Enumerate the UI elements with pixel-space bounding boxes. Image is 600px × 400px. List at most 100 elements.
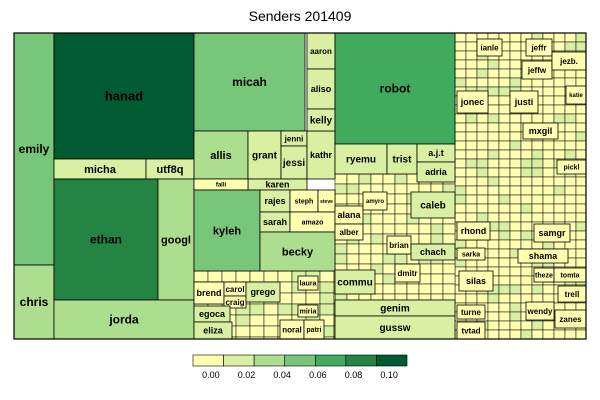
sender-tile <box>454 167 467 178</box>
sender-tile <box>542 212 555 223</box>
treemap-cell-kelly <box>306 108 336 132</box>
sender-tile <box>454 113 467 124</box>
sender-tile <box>487 158 500 169</box>
sender-tile <box>394 283 408 295</box>
sender-tile <box>418 273 432 285</box>
sender-tile <box>498 95 511 106</box>
treemap-cell-rajes <box>259 189 291 213</box>
sender-tile <box>487 113 500 124</box>
sender-tile <box>465 50 478 61</box>
sender-tile <box>370 223 384 235</box>
treemap-cell-chach <box>410 243 456 261</box>
sender-tile <box>498 221 511 232</box>
sender-tile <box>370 213 384 225</box>
sender-tile <box>406 293 420 301</box>
sender-tile <box>465 59 478 70</box>
sender-tile <box>430 293 444 301</box>
sender-tile <box>382 213 396 225</box>
legend-swatch <box>192 354 224 367</box>
sender-tile <box>520 194 533 205</box>
sender-tile <box>553 329 566 340</box>
sender-tile <box>553 176 566 187</box>
sender-tile <box>334 183 348 195</box>
sender-tile <box>442 273 456 285</box>
sender-tile <box>370 173 384 185</box>
sender-tile <box>291 292 307 305</box>
sender-tile <box>509 140 522 151</box>
sender-tile <box>465 149 478 160</box>
sender-tile <box>509 131 522 142</box>
treemap-cell-egoca <box>193 305 231 323</box>
sender-tile <box>334 243 348 255</box>
sender-tile <box>553 113 566 124</box>
treemap-cell-justi <box>509 90 539 114</box>
sender-tile <box>553 185 566 196</box>
treemap-cell-a-j-t <box>416 143 456 163</box>
sender-tile <box>454 122 467 133</box>
sender-tile <box>575 329 587 340</box>
sender-tile <box>509 311 522 322</box>
sender-tile <box>509 212 522 223</box>
treemap-cell-jeffr <box>525 38 553 57</box>
sender-tile <box>498 266 511 277</box>
sender-tile <box>394 193 408 205</box>
sender-tile <box>564 212 577 223</box>
sender-tile <box>346 293 360 301</box>
sender-tile <box>465 41 478 52</box>
sender-tile <box>476 212 489 223</box>
sender-tile <box>553 104 566 115</box>
sender-tile <box>531 320 544 331</box>
sender-tile <box>553 203 566 214</box>
sender-tile <box>531 185 544 196</box>
sender-tile <box>509 203 522 214</box>
sender-tile <box>542 320 555 331</box>
sender-tile <box>487 122 500 133</box>
sender-tile <box>476 293 489 304</box>
treemap-cell-jenni <box>280 130 308 147</box>
sender-tile <box>575 221 587 232</box>
treemap-cell-hanad <box>53 32 195 160</box>
sender-tile <box>553 194 566 205</box>
sender-tile <box>520 266 533 277</box>
sender-tile <box>442 223 456 235</box>
sender-tile <box>334 173 348 185</box>
sender-tile <box>542 158 555 169</box>
treemap-cell-jeffw <box>521 60 553 80</box>
sender-tile <box>454 59 467 70</box>
sender-tile <box>509 293 522 304</box>
sender-tile <box>509 167 522 178</box>
sender-tile <box>498 104 511 115</box>
sender-tile <box>394 223 408 235</box>
sender-tile <box>498 248 511 259</box>
sender-tile <box>564 329 577 340</box>
sender-tile <box>382 293 396 301</box>
sender-tile <box>575 194 587 205</box>
sender-tile <box>263 270 279 283</box>
sender-tile <box>509 32 522 43</box>
sender-tile <box>509 113 522 124</box>
sender-tile <box>520 158 533 169</box>
treemap-cell-zanes <box>554 309 587 329</box>
sender-tile <box>564 131 577 142</box>
sender-tile <box>564 140 577 151</box>
sender-tile <box>394 173 408 185</box>
sender-tile <box>476 194 489 205</box>
treemap-cell-theze <box>533 267 555 283</box>
treemap-cell-brend <box>193 281 225 305</box>
sender-tile <box>487 176 500 187</box>
sender-tile <box>358 173 372 185</box>
sender-tile <box>542 284 555 295</box>
sender-tile <box>346 173 360 185</box>
sender-tile <box>531 149 544 160</box>
treemap-cell-alber <box>334 223 364 241</box>
treemap-cell-ethan <box>53 178 159 301</box>
sender-tile <box>509 122 522 133</box>
sender-tile <box>476 149 489 160</box>
sender-tile <box>575 140 587 151</box>
sender-tile <box>509 221 522 232</box>
sender-tile <box>564 41 577 52</box>
sender-tile <box>575 122 587 133</box>
treemap-cell-jezb- <box>551 51 587 71</box>
sender-tile <box>498 158 511 169</box>
sender-tile <box>575 113 587 124</box>
